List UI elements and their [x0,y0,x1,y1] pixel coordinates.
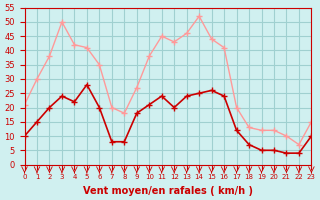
X-axis label: Vent moyen/en rafales ( km/h ): Vent moyen/en rafales ( km/h ) [83,186,253,196]
